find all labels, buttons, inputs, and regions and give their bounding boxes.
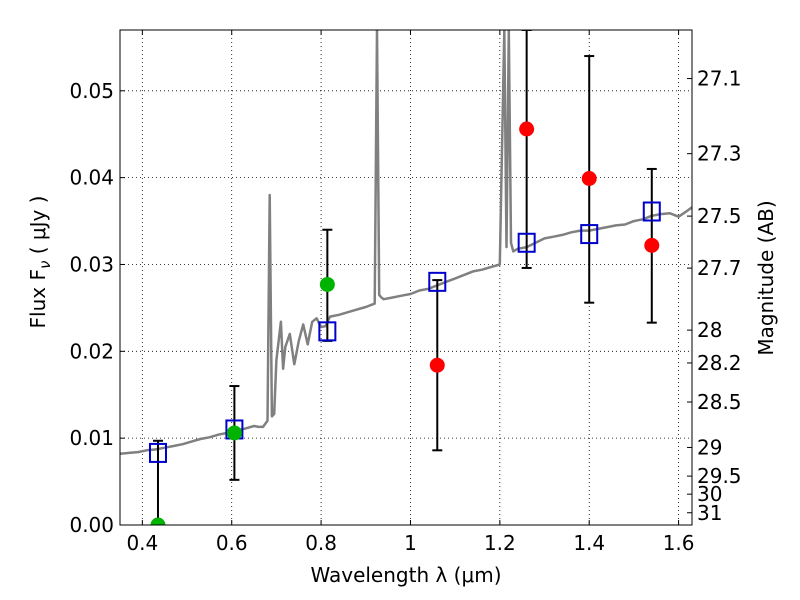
- plot-data: [120, 30, 692, 525]
- y2-tick-label: 27.1: [697, 67, 742, 91]
- y-tick-label: 0.02: [69, 339, 114, 363]
- observed-flux-point: [226, 425, 242, 441]
- x-tick-label: 1.2: [484, 531, 516, 555]
- y2-tick-label: 28: [697, 318, 722, 342]
- model-photometry-square: [580, 224, 599, 245]
- y2-tick-label: 30: [697, 482, 722, 506]
- y-tick-label: 0.04: [69, 166, 114, 190]
- y2-tick-label: 27.5: [697, 204, 742, 228]
- ticks: 0.4 0.6 0.8 1 1.2 1.4 1.6 0.00 0.01 0.02 0.03 0.04 0…: [69, 30, 742, 555]
- y2-tick-label: 29.5: [697, 464, 742, 488]
- observed-flux-point: [581, 171, 597, 186]
- y2-tick-label: 27.7: [697, 256, 742, 280]
- model-photometry-square: [517, 232, 536, 253]
- sed-model-line: [120, 30, 692, 456]
- observed-flux-point: [319, 276, 335, 292]
- y2-axis-title: Magnitude (AB): [754, 200, 778, 355]
- x-tick-label: 1.6: [663, 531, 695, 555]
- y-tick-label: 0.01: [69, 426, 114, 450]
- y-axis-title: Flux Fν ( μJy ): [26, 196, 54, 329]
- y-axis-title-unit: ( μJy ): [26, 196, 50, 261]
- y2-tick-label: 28.2: [697, 351, 742, 375]
- x-axis-title: Wavelength λ (μm): [310, 563, 501, 587]
- y2-tick-label: 31: [697, 501, 722, 525]
- y-tick-label: 0.03: [69, 252, 114, 276]
- x-tick-label: 1.4: [573, 531, 605, 555]
- y2-tick-label: 27.3: [697, 142, 742, 166]
- y2-tick-label: 28.5: [697, 390, 742, 414]
- observed-flux-point: [644, 237, 660, 253]
- y-axis-title-main: Flux F: [26, 269, 50, 328]
- x-tick-label: 0.8: [305, 531, 337, 555]
- x-tick-label: 1: [404, 531, 417, 555]
- y2-tick-label: 29: [697, 435, 722, 459]
- observed-flux-point: [150, 517, 166, 525]
- model-photometry-square: [148, 442, 167, 463]
- y-axis-title-subscript: ν: [36, 261, 54, 269]
- plot-frame: [119, 29, 693, 526]
- observed-flux-point: [429, 357, 445, 373]
- observed-flux-point: [519, 121, 535, 137]
- x-tick-label: 0.4: [126, 531, 158, 555]
- model-photometry-square: [428, 271, 447, 292]
- model-photometry-square: [318, 321, 337, 342]
- y-tick-label: 0.00: [69, 513, 114, 537]
- model-photometry-square: [642, 201, 661, 222]
- x-tick-label: 0.6: [216, 531, 248, 555]
- y-tick-label: 0.05: [69, 79, 114, 103]
